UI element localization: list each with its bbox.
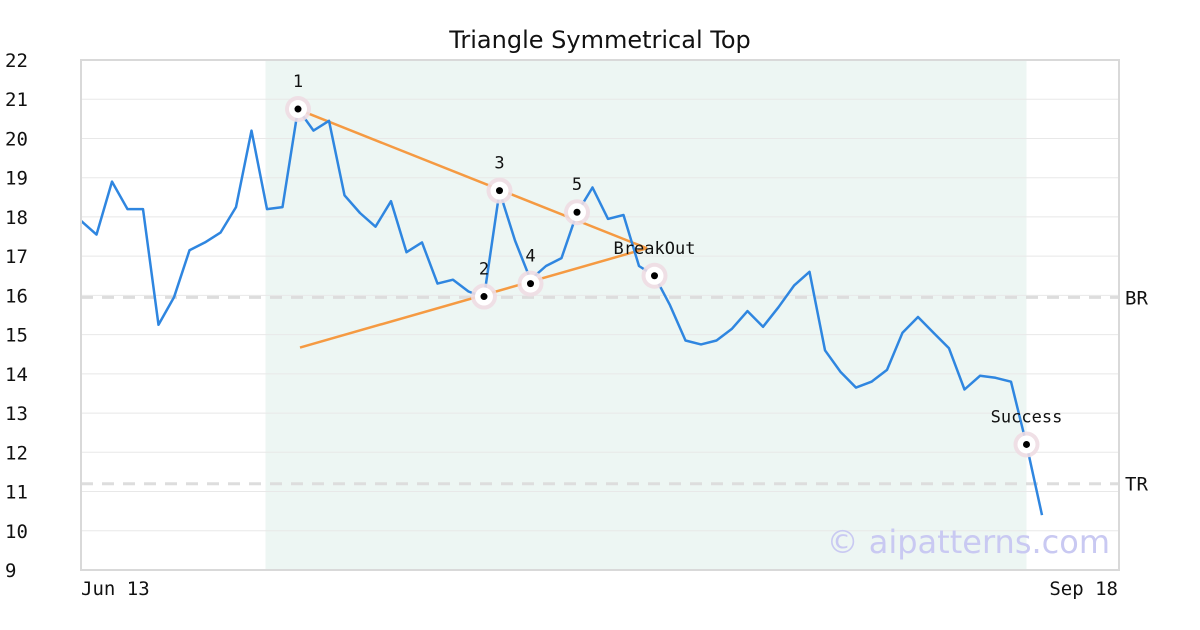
y-tick-label: 21 — [5, 89, 28, 111]
marker-dot — [496, 187, 503, 195]
marker-label: 2 — [479, 260, 489, 280]
plot-frame — [80, 59, 1120, 571]
marker-label: 3 — [494, 154, 504, 174]
marker-dot — [480, 293, 488, 301]
y-tick-label: 17 — [5, 246, 28, 268]
y-tick-label: 9 — [5, 560, 16, 582]
watermark: © aipatterns.com — [827, 523, 1110, 561]
marker-label: Success — [991, 407, 1063, 427]
y-tick-label: 10 — [5, 521, 28, 543]
y-tick-label: 14 — [5, 364, 28, 386]
marker-label: BreakOut — [614, 239, 696, 259]
y-tick-label: 13 — [5, 403, 28, 425]
chart-title: Triangle Symmetrical Top — [448, 26, 751, 54]
marker-dot — [573, 208, 581, 216]
pattern-region — [265, 60, 1027, 570]
price-line — [80, 107, 1044, 516]
y-tick-label: 19 — [5, 168, 28, 190]
y-tick-label: 12 — [5, 442, 28, 464]
y-tick-label: 11 — [5, 482, 28, 504]
trendline — [299, 109, 648, 250]
x-tick-label: Sep 18 — [1049, 578, 1118, 600]
marker-label: 5 — [572, 175, 582, 195]
y-tick-label: 16 — [5, 285, 28, 307]
y-tick-label: 22 — [5, 50, 28, 72]
y-tick-label: 18 — [5, 207, 28, 229]
marker-dot — [651, 272, 658, 280]
marker-label: 1 — [293, 72, 303, 92]
marker-dot — [294, 105, 302, 113]
x-tick-label: Jun 13 — [81, 578, 150, 600]
marker-dot — [1023, 440, 1030, 448]
marker-label: 4 — [525, 247, 535, 267]
level-label: BR — [1125, 287, 1148, 309]
level-label: TR — [1125, 474, 1148, 496]
marker-dot — [527, 280, 534, 288]
y-tick-label: 20 — [5, 128, 28, 150]
y-tick-label: 15 — [5, 325, 28, 347]
